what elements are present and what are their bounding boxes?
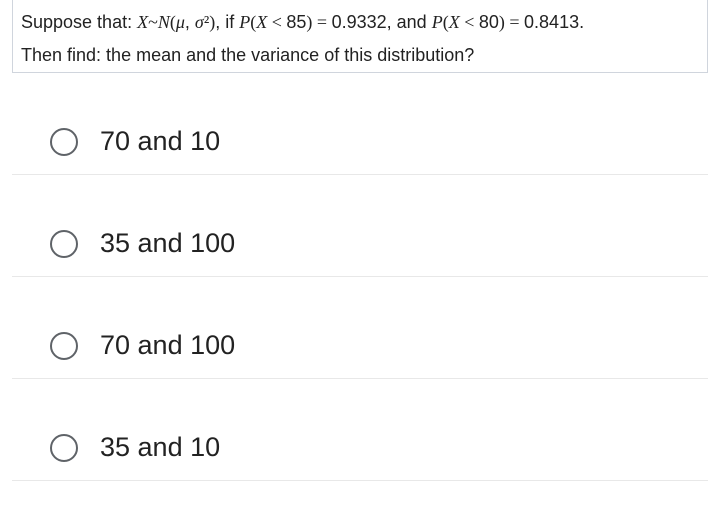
radio-icon[interactable] — [50, 434, 78, 462]
q-mid2: , and — [387, 12, 432, 32]
q-v85: 85 — [286, 12, 306, 32]
option-row[interactable]: 35 and 10 — [12, 415, 708, 481]
q-P1: P — [239, 12, 250, 32]
option-label: 70 and 10 — [100, 126, 220, 157]
q-mid1: , if — [215, 12, 239, 32]
q-comma: , — [185, 12, 195, 32]
option-row[interactable]: 35 and 100 — [12, 211, 708, 277]
option-label: 35 and 10 — [100, 432, 220, 463]
q-var-x: X — [137, 12, 148, 32]
q-X3: X — [449, 12, 460, 32]
q-p2v: 0.8413 — [524, 12, 579, 32]
q-P2: P — [432, 12, 443, 32]
q-eq2: = — [505, 12, 524, 32]
option-label: 35 and 100 — [100, 228, 235, 259]
option-spacer — [12, 175, 708, 211]
q-lt2: < — [460, 12, 479, 32]
q-N: N — [158, 12, 170, 32]
q-v80: 80 — [479, 12, 499, 32]
q-X2: X — [256, 12, 267, 32]
option-label: 70 and 100 — [100, 330, 235, 361]
radio-icon[interactable] — [50, 230, 78, 258]
q-mu: μ — [176, 12, 185, 32]
options-container: 70 and 10 35 and 100 70 and 100 35 and 1… — [0, 109, 720, 481]
option-spacer — [12, 379, 708, 415]
question-line-2: Then find: the mean and the variance of … — [21, 45, 699, 66]
q-sigma: σ — [195, 12, 204, 32]
question-line-1: Suppose that: X~N(μ, σ²), if P(X < 85) =… — [21, 12, 699, 33]
question-box: Suppose that: X~N(μ, σ²), if P(X < 85) =… — [12, 0, 708, 73]
q-prefix: Suppose that: — [21, 12, 137, 32]
q-lt1: < — [267, 12, 286, 32]
radio-icon[interactable] — [50, 332, 78, 360]
q-dot: . — [579, 12, 584, 32]
option-row[interactable]: 70 and 10 — [12, 109, 708, 175]
q-p1v: 0.9332 — [332, 12, 387, 32]
option-spacer — [12, 277, 708, 313]
radio-icon[interactable] — [50, 128, 78, 156]
q-sim: ~ — [148, 12, 158, 32]
option-row[interactable]: 70 and 100 — [12, 313, 708, 379]
q-eq1: = — [312, 12, 331, 32]
